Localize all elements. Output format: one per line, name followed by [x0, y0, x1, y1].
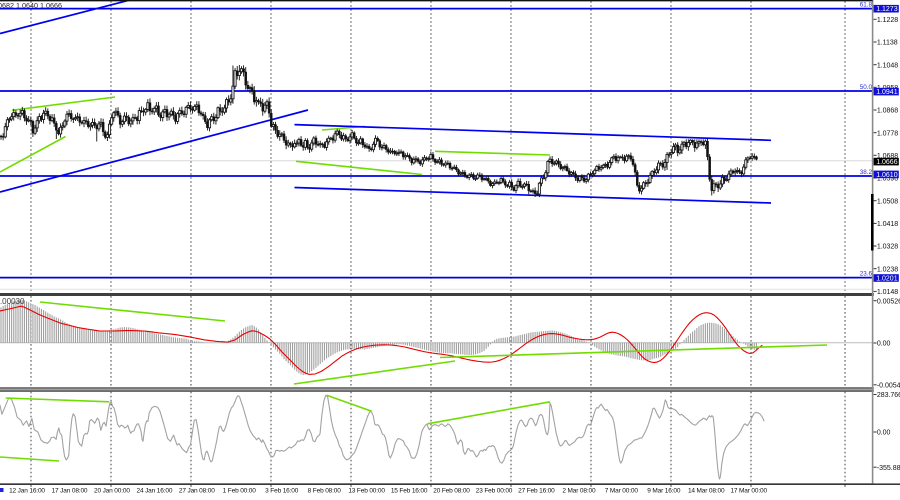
svg-text:1.0778: 1.0778: [877, 130, 898, 137]
svg-text:17 Jan 08:00: 17 Jan 08:00: [52, 488, 88, 495]
svg-text:20 Jan 00:00: 20 Jan 00:00: [94, 488, 130, 495]
svg-text:3 Feb 16:00: 3 Feb 16:00: [265, 488, 299, 495]
svg-text:1.0508: 1.0508: [877, 198, 898, 205]
svg-text:-0.00543: -0.00543: [877, 382, 900, 389]
svg-text:1.0682 1.0640 1.0666: 1.0682 1.0640 1.0666: [0, 1, 62, 10]
svg-text:1.0666: 1.0666: [876, 159, 898, 166]
svg-text:0.00: 0.00: [877, 430, 891, 437]
svg-text:1.1138: 1.1138: [877, 40, 898, 47]
svg-text:1.0941: 1.0941: [876, 89, 898, 96]
svg-text:1.1228: 1.1228: [877, 17, 898, 24]
svg-text:23 Feb 00:00: 23 Feb 00:00: [476, 488, 513, 495]
svg-text:61.8: 61.8: [860, 1, 873, 8]
svg-text:2 Mar 08:00: 2 Mar 08:00: [562, 488, 596, 495]
svg-text:1.1048: 1.1048: [877, 62, 898, 69]
svg-text:50.0: 50.0: [860, 84, 873, 91]
svg-text:9 Mar 16:00: 9 Mar 16:00: [647, 488, 681, 495]
svg-text:1.0688: 1.0688: [877, 153, 898, 160]
svg-text:1.0418: 1.0418: [877, 221, 898, 228]
svg-text:17 Mar 00:00: 17 Mar 00:00: [730, 488, 767, 495]
svg-text:1.0868: 1.0868: [877, 108, 898, 115]
svg-text:23.6: 23.6: [860, 270, 873, 277]
svg-text:27 Feb 16:00: 27 Feb 16:00: [518, 488, 555, 495]
svg-text:0.00030: 0.00030: [0, 297, 25, 306]
svg-text:-355.8801: -355.8801: [877, 465, 900, 472]
svg-text:1.0598: 1.0598: [877, 176, 898, 183]
svg-text:14 Mar 08:00: 14 Mar 08:00: [688, 488, 725, 495]
svg-text:1.0328: 1.0328: [877, 244, 898, 251]
svg-text:0.00: 0.00: [877, 341, 891, 348]
svg-text:27 Jan 08:00: 27 Jan 08:00: [179, 488, 215, 495]
svg-text:1.0610: 1.0610: [876, 172, 898, 179]
svg-text:1.1273: 1.1273: [876, 6, 898, 13]
svg-text:283.7669: 283.7669: [877, 392, 900, 399]
svg-text:1.0238: 1.0238: [877, 266, 898, 273]
svg-text:1.0148: 1.0148: [877, 289, 898, 296]
svg-text:0.00526: 0.00526: [877, 298, 900, 305]
svg-text:8 Feb 08:00: 8 Feb 08:00: [308, 488, 342, 495]
svg-text:24 Jan 16:00: 24 Jan 16:00: [137, 488, 173, 495]
svg-text:13 Feb 00:00: 13 Feb 00:00: [348, 488, 385, 495]
svg-text:7 Mar 00:00: 7 Mar 00:00: [605, 488, 639, 495]
svg-text:20 Feb 08:00: 20 Feb 08:00: [433, 488, 470, 495]
svg-text:1.0201: 1.0201: [876, 276, 898, 283]
svg-text:12 Jan 16:00: 12 Jan 16:00: [9, 488, 45, 495]
svg-text:15 Feb 16:00: 15 Feb 16:00: [391, 488, 428, 495]
svg-text:38.2: 38.2: [860, 169, 873, 176]
svg-text:1 Feb 00:00: 1 Feb 00:00: [223, 488, 257, 495]
